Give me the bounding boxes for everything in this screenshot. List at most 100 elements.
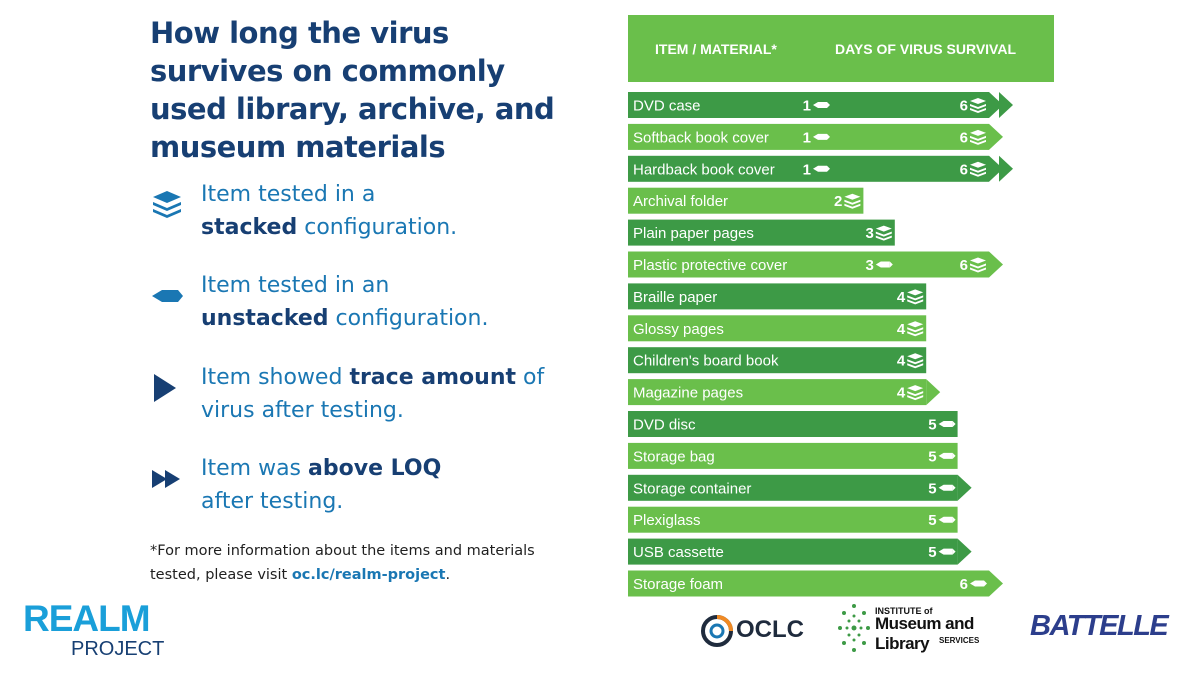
unstacked-icon-0	[813, 102, 827, 108]
trace-arrow-5	[989, 251, 1003, 278]
unstacked-icon-12-tip	[952, 484, 956, 491]
row-label-1: Softback book cover	[633, 129, 769, 146]
trace-arrow-icon	[154, 374, 176, 402]
unstacked-icon-2	[813, 165, 827, 172]
realm-project-logo: REALM PROJECT	[23, 600, 164, 661]
unstacked-icon-2-tip	[827, 165, 830, 172]
unstacked-icon-15-tip	[984, 580, 987, 587]
unstacked-value-13: 5	[928, 512, 936, 529]
stacked-icon-2	[970, 161, 986, 177]
row-label-12: Storage container	[633, 480, 751, 497]
legend-text: Item tested in an unstacked configuratio…	[201, 273, 489, 331]
legend-unstacked: Item tested in an unstacked configuratio…	[150, 269, 600, 339]
unstacked-value-10: 5	[928, 417, 936, 434]
unstacked-value-5: 3	[865, 257, 873, 274]
unstacked-value-2: 1	[803, 161, 811, 178]
unstacked-icon-5	[875, 261, 890, 268]
row-label-2: Hardback book cover	[633, 161, 775, 178]
legend-text: Item was above LOQ after testing.	[201, 456, 442, 514]
realm-project-link[interactable]: oc.lc/realm-project	[291, 567, 446, 583]
bar-2	[628, 155, 989, 182]
row-label-10: DVD disc	[633, 417, 696, 434]
unstacked-icon-15	[970, 580, 984, 587]
stacked-value-8: 4	[897, 353, 906, 370]
stacked-icon-8	[907, 353, 924, 369]
trace-arrow-12	[957, 474, 972, 501]
row-label-7: Glossy pages	[633, 321, 724, 338]
legend-text: Item showed trace amount of virus after …	[201, 365, 545, 423]
virus-survival-chart: ITEM / MATERIAL* DAYS OF VIRUS SURVIVAL DV…	[628, 15, 1054, 597]
imls-burst-icon	[838, 604, 870, 652]
unstacked-value-14: 5	[928, 544, 936, 561]
unstacked-icon-10	[938, 421, 953, 427]
bar-11	[628, 442, 958, 469]
bar-6	[628, 283, 927, 310]
stacked-icon-4	[875, 225, 892, 241]
stacked-icon-9	[907, 385, 924, 401]
bar-3	[628, 187, 864, 214]
bar-4	[628, 219, 895, 246]
stacked-value-3: 2	[834, 193, 842, 210]
stacked-value-0: 6	[960, 98, 968, 115]
bar-7	[628, 315, 927, 342]
stacked-icon	[153, 191, 181, 218]
unstacked-icon-12	[938, 484, 953, 491]
unstacked-icon-1-tip	[827, 133, 830, 140]
unstacked-value-11: 5	[928, 448, 936, 465]
row-label-6: Braille paper	[633, 289, 717, 306]
unstacked-icon-11-tip	[952, 452, 956, 459]
row-label-4: Plain paper pages	[633, 225, 754, 242]
imls-sub-text: SERVICES	[939, 636, 980, 645]
stacked-icon-0	[970, 98, 986, 113]
unstacked-value-15: 6	[960, 576, 968, 593]
footnote: *For more information about the items an…	[150, 543, 535, 583]
bar-14	[628, 538, 958, 565]
unstacked-icon-14-tip	[952, 548, 956, 555]
imls-logo: INSTITUTE of Museum and Library SERVICES	[835, 598, 1005, 658]
trace-arrow-9	[926, 379, 941, 406]
stacked-icon-5	[970, 257, 986, 273]
unstacked-icon-14	[938, 548, 953, 555]
oclc-mark-icon	[701, 615, 733, 647]
unstacked-icon-11	[938, 452, 953, 459]
bar-15	[628, 570, 989, 597]
row-label-3: Archival folder	[633, 193, 728, 210]
stacked-icon-1	[970, 129, 986, 145]
stacked-icon-6	[907, 289, 924, 305]
stacked-value-2: 6	[960, 161, 968, 178]
column-header-days: DAYS OF VIRUS SURVIVAL	[835, 41, 1016, 57]
bar-13	[628, 506, 958, 533]
row-label-8: Children's board book	[633, 353, 779, 370]
bar-1	[628, 123, 989, 150]
row-label-9: Magazine pages	[633, 385, 743, 402]
oclc-wordmark: OCLC	[736, 616, 804, 643]
bar-9	[628, 379, 927, 406]
row-label-13: Plexiglass	[633, 512, 701, 529]
stacked-value-9: 4	[897, 385, 906, 402]
loq-arrow-a-2	[989, 155, 1003, 182]
bar-10	[628, 411, 958, 437]
stacked-icon-3	[844, 193, 861, 209]
unstacked-icon-13	[938, 516, 953, 523]
unstacked-icon-0-tip	[827, 102, 830, 108]
page-title: How long the virus survives on commonly …	[150, 16, 555, 164]
bar-8	[628, 347, 927, 374]
oclc-logo: OCLC	[700, 612, 810, 648]
legend-stacked: Item tested in a stacked configuration.	[150, 178, 600, 248]
imls-main-text: Museum and Library	[875, 614, 974, 653]
column-header-item: ITEM / MATERIAL*	[655, 41, 777, 57]
unstacked-icon-5-tip	[889, 261, 893, 268]
row-label-11: Storage bag	[633, 448, 715, 465]
legend-above-loq: Item was above LOQ after testing.	[150, 452, 600, 522]
loq-arrow-b-2	[999, 155, 1013, 182]
row-label-5: Plastic protective cover	[633, 257, 787, 274]
stacked-value-5: 6	[960, 257, 968, 274]
unstacked-icon	[152, 290, 183, 302]
legend-trace: Item showed trace amount of virus after …	[150, 361, 600, 431]
loq-arrow-b-0	[999, 92, 1013, 118]
unstacked-value-12: 5	[928, 480, 936, 497]
stacked-value-1: 6	[960, 129, 968, 146]
unstacked-icon-13-tip	[952, 516, 956, 523]
trace-arrow-15	[989, 570, 1003, 597]
unstacked-icon-1	[813, 133, 827, 140]
